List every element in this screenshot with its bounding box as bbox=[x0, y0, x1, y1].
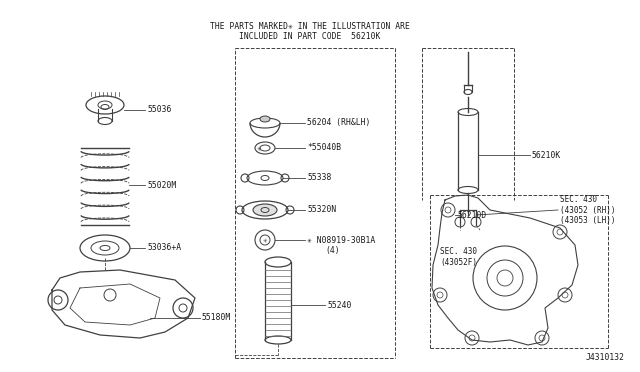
Text: 55036: 55036 bbox=[147, 106, 172, 115]
Text: J4310132: J4310132 bbox=[586, 353, 625, 362]
Text: 55020M: 55020M bbox=[147, 180, 176, 189]
Text: SEC. 430: SEC. 430 bbox=[440, 247, 477, 257]
Ellipse shape bbox=[253, 204, 277, 216]
Text: (43052F): (43052F) bbox=[440, 257, 477, 266]
Text: (4): (4) bbox=[325, 246, 340, 254]
Text: SEC. 430: SEC. 430 bbox=[560, 196, 597, 205]
Text: INCLUDED IN PART CODE  56210K: INCLUDED IN PART CODE 56210K bbox=[239, 32, 381, 41]
Text: 55320N: 55320N bbox=[307, 205, 336, 215]
Text: ✳: ✳ bbox=[257, 144, 261, 153]
Ellipse shape bbox=[260, 116, 270, 122]
Text: 56210D: 56210D bbox=[457, 211, 486, 219]
Text: THE PARTS MARKED✳ IN THE ILLUSTRATION ARE: THE PARTS MARKED✳ IN THE ILLUSTRATION AR… bbox=[210, 22, 410, 31]
Text: 55180M: 55180M bbox=[202, 314, 231, 323]
Text: ✳: ✳ bbox=[262, 235, 268, 244]
Text: 56204 (RH&LH): 56204 (RH&LH) bbox=[307, 119, 371, 128]
Text: 55338: 55338 bbox=[307, 173, 332, 183]
Text: (43052 (RH)): (43052 (RH)) bbox=[560, 205, 616, 215]
Text: 56210K: 56210K bbox=[532, 151, 561, 160]
Text: (43053 (LH)): (43053 (LH)) bbox=[560, 215, 616, 224]
Text: 55240: 55240 bbox=[327, 301, 351, 310]
Text: ✳ N08919-30B1A: ✳ N08919-30B1A bbox=[307, 235, 375, 244]
Text: *55040B: *55040B bbox=[307, 144, 341, 153]
Text: 53036+A: 53036+A bbox=[147, 244, 181, 253]
